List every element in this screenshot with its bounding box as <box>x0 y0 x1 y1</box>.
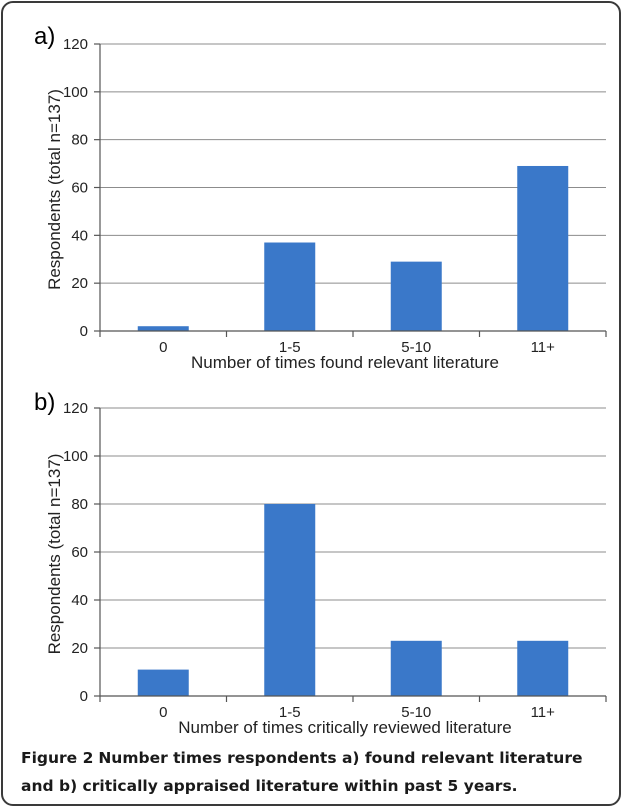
figure-charts: 0 20 40 60 80 100 120 0 1-5 5-10 11+ Number of time… <box>34 23 607 737</box>
x-tick-label: 1-5 <box>279 339 301 356</box>
y-tick-label: 0 <box>80 323 88 340</box>
chart-panel-a: 0 20 40 60 80 100 120 0 1-5 5-10 11+ Number of time… <box>34 23 607 372</box>
panel-label: a) <box>34 23 55 50</box>
y-axis-title: Respondents (total n=137) <box>45 89 64 290</box>
y-tick-label: 60 <box>71 180 88 197</box>
y-tick-label: 40 <box>71 227 88 244</box>
bar-11+ <box>517 165 569 331</box>
caption-lead: Figure 2 <box>21 749 94 767</box>
x-tick-label: 5-10 <box>401 339 431 356</box>
caption-text: Number times respondents a) found releva… <box>21 749 583 795</box>
y-tick-label: 100 <box>63 448 88 465</box>
x-tick-label: 0 <box>159 704 167 721</box>
panel-label: b) <box>34 389 55 416</box>
y-axis-title: Respondents (total n=137) <box>45 454 64 655</box>
y-tick-label: 120 <box>63 36 88 53</box>
y-tick-label: 60 <box>71 544 88 561</box>
x-tick-label: 0 <box>159 339 167 356</box>
y-tick-label: 120 <box>63 400 88 417</box>
x-tick-label: 5-10 <box>401 704 431 721</box>
x-axis-title: Number of times critically reviewed lite… <box>178 718 512 737</box>
x-tick-label: 1-5 <box>279 704 301 721</box>
y-tick-label: 20 <box>71 640 88 657</box>
bar-1-5 <box>264 242 316 331</box>
y-tick-label: 80 <box>71 496 88 513</box>
x-tick-label: 11+ <box>531 339 556 356</box>
x-axis-title: Number of times found relevant literatur… <box>191 353 499 372</box>
y-tick-label: 100 <box>63 84 88 101</box>
y-tick-label: 40 <box>71 592 88 609</box>
bar-1-5 <box>264 504 316 696</box>
chart-panel-b: 0 20 40 60 80 100 120 0 1-5 5-10 11+ Number of time… <box>34 389 607 737</box>
bar-0 <box>137 669 189 696</box>
y-tick-label: 20 <box>71 275 88 292</box>
y-tick-label: 0 <box>80 688 88 705</box>
bar-0 <box>137 326 189 331</box>
bar-5-10 <box>390 261 442 331</box>
figure-caption: Figure 2 Number times respondents a) fou… <box>21 744 611 800</box>
bar-5-10 <box>390 640 442 696</box>
bar-11+ <box>517 640 569 696</box>
x-tick-label: 11+ <box>531 704 556 721</box>
y-tick-label: 80 <box>71 132 88 149</box>
